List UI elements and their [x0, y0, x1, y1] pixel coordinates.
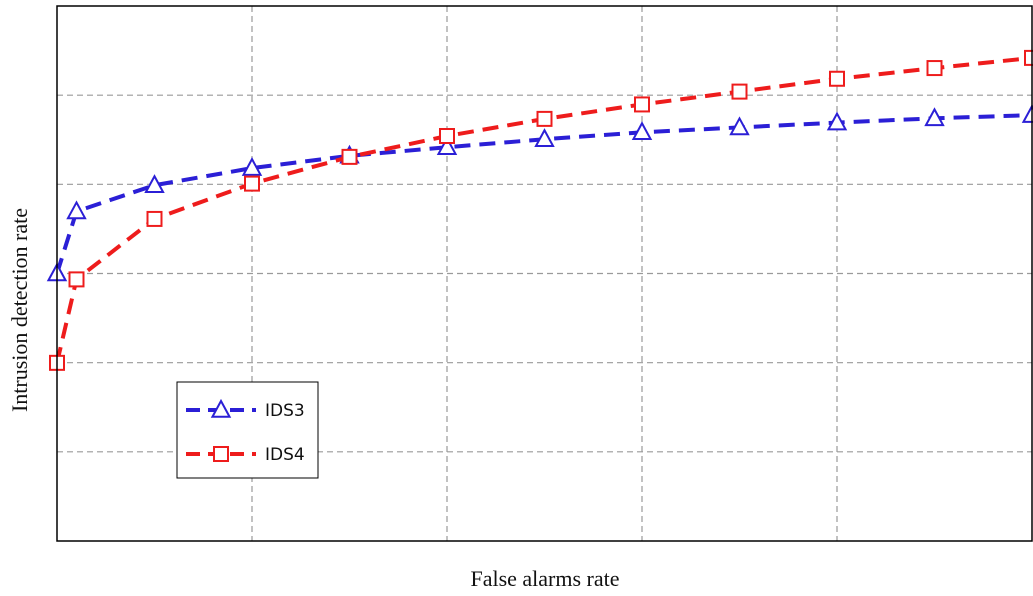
legend-marker-shape-ids3 [210, 398, 232, 418]
data-point-ids3 [826, 111, 848, 131]
data-point-ids4 [731, 83, 748, 100]
data-point-ids3 [924, 107, 945, 127]
y-axis-title: Intrusion detection rate [7, 208, 32, 412]
data-point-ids4 [439, 128, 455, 145]
data-point-ids4 [341, 148, 358, 165]
data-point-ids4 [829, 70, 845, 87]
legend: IDS3 IDS4 [176, 381, 319, 479]
data-point-ids4 [926, 60, 943, 77]
legend-box [176, 381, 319, 479]
data-point-ids3 [436, 136, 458, 155]
data-point-ids3 [144, 174, 165, 193]
legend-marker-ids3 [210, 398, 232, 418]
plot-frame [56, 5, 1033, 542]
series-layer [46, 49, 1033, 371]
x-axis-title: False alarms rate [470, 566, 619, 591]
data-point-ids4 [68, 271, 85, 288]
data-point-ids3 [66, 200, 87, 220]
legend-marker-ids4 [213, 446, 229, 462]
data-point-ids3 [729, 116, 750, 136]
legend-marker-shape-ids4 [213, 446, 229, 462]
legend-entry-ids3: IDS3 [186, 398, 305, 421]
legend-label-ids4: IDS4 [265, 445, 305, 465]
data-point-ids4 [634, 96, 650, 113]
series-ids3 [46, 104, 1033, 282]
legend-entry-ids4: IDS4 [186, 445, 305, 465]
data-point-ids4 [536, 110, 553, 127]
series-ids4 [49, 49, 1033, 371]
data-point-ids3 [534, 128, 555, 147]
data-point-ids3 [241, 157, 263, 176]
data-point-ids4 [244, 175, 260, 192]
legend-label-ids3: IDS3 [265, 401, 305, 421]
data-point-ids4 [146, 210, 163, 227]
series-line-ids3 [55, 113, 1033, 275]
series-line-ids4 [55, 55, 1033, 364]
data-point-ids3 [631, 121, 653, 141]
